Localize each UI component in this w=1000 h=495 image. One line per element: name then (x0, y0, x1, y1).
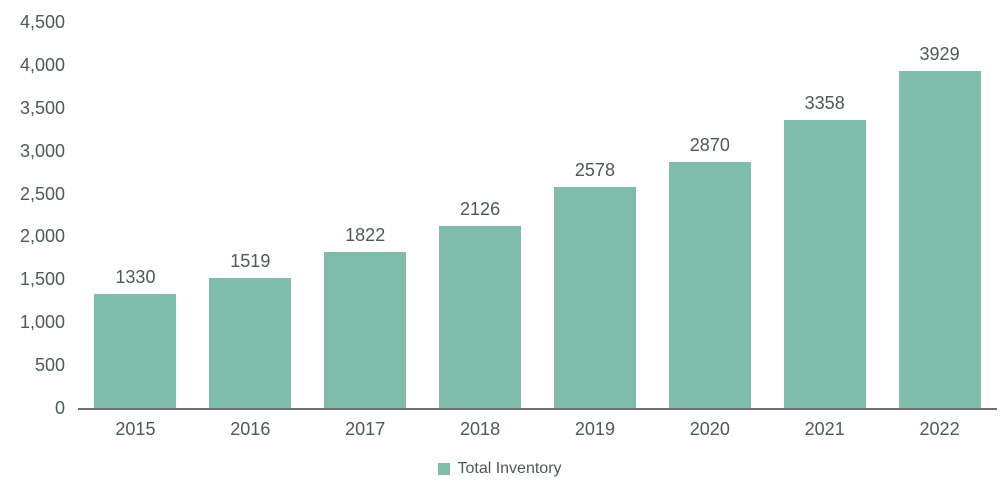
x-tick-label: 2017 (345, 419, 386, 439)
bar-slot: 1822 (308, 22, 423, 408)
bar-slot: 1330 (78, 22, 193, 408)
x-tick-label: 2015 (115, 419, 156, 439)
x-tick-label: 2016 (230, 419, 271, 439)
y-tick-label: 2,500 (19, 183, 65, 204)
bar (668, 161, 751, 408)
bar-value-label: 2870 (689, 134, 730, 155)
bar-value-label: 3358 (804, 92, 845, 113)
y-tick-label: 500 (34, 355, 65, 376)
bar (94, 293, 177, 408)
legend-label: Total Inventory (457, 460, 562, 477)
bar-slot: 2126 (423, 22, 538, 408)
y-tick-label: 4,500 (19, 12, 65, 32)
y-tick-label: 1,000 (19, 312, 65, 333)
bar-slot: 2870 (652, 22, 767, 408)
bar-value-label: 2578 (574, 159, 615, 180)
bar-slot: 3358 (767, 22, 882, 408)
bar (324, 251, 407, 408)
y-tick-label: 4,000 (19, 54, 65, 75)
x-tick-label: 2019 (574, 419, 615, 439)
y-tick-label: 1,500 (19, 269, 65, 290)
x-tick-label: 2020 (689, 419, 730, 439)
bar-value-label: 1519 (230, 250, 271, 271)
bar-value-label: 1330 (115, 266, 156, 287)
bar-slot: 3929 (882, 22, 997, 408)
legend-swatch-icon (438, 463, 451, 475)
y-tick-label: 0 (54, 398, 65, 418)
bar-slot: 2578 (538, 22, 653, 408)
y-tick-label: 3,000 (19, 140, 65, 161)
legend: Total Inventory (0, 460, 1000, 478)
bar-slot: 1519 (193, 22, 308, 408)
bar (209, 277, 292, 408)
x-axis: 2015 2016 2017 2018 2019 2020 2021 2022 (78, 417, 997, 441)
bar (553, 186, 636, 408)
x-tick-label: 2018 (460, 419, 501, 439)
bar-value-label: 1822 (345, 224, 386, 245)
bar (783, 119, 866, 408)
bar (898, 70, 981, 408)
y-axis: 0 500 1,000 1,500 2,000 2,500 3,000 3,500 4,000 4… (0, 0, 65, 495)
x-tick-label: 2022 (919, 419, 960, 439)
y-tick-label: 2,000 (19, 226, 65, 247)
plot-area: 1330 1519 1822 2126 2578 2870 3358 3929 (78, 22, 997, 410)
bar-value-label: 2126 (460, 198, 501, 219)
bar-value-label: 3929 (919, 43, 960, 64)
y-tick-label: 3,500 (19, 97, 65, 118)
x-tick-label: 2021 (804, 419, 845, 439)
bar (439, 225, 522, 408)
